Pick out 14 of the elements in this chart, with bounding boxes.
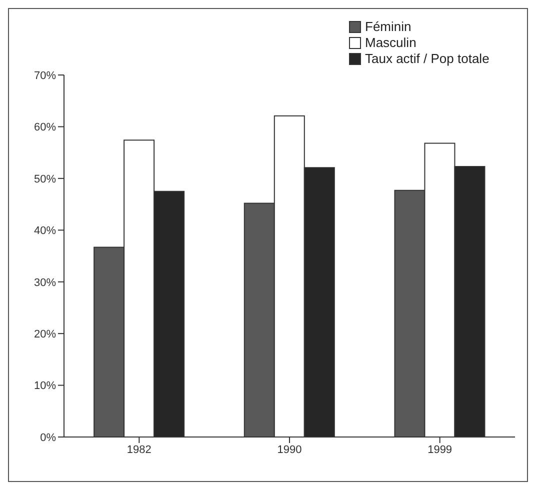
y-tick-label: 40% — [34, 225, 56, 238]
x-tick-label: 1990 — [277, 444, 302, 456]
y-tick-label: 30% — [34, 276, 56, 289]
y-tick-label: 10% — [34, 380, 56, 392]
y-tick-label: 50% — [34, 173, 56, 186]
y-tick-label: 70% — [34, 70, 56, 82]
x-tick-label: 1999 — [428, 444, 452, 456]
x-tick-label: 1982 — [126, 444, 152, 456]
legend-label: Taux actif / Pop totale — [365, 51, 490, 67]
legend-label: Féminin — [365, 19, 412, 35]
y-tick-label: 20% — [34, 328, 56, 340]
y-tick-label: 0% — [40, 432, 56, 444]
y-tick-label: 60% — [34, 122, 56, 134]
legend-label: Masculin — [365, 35, 416, 51]
